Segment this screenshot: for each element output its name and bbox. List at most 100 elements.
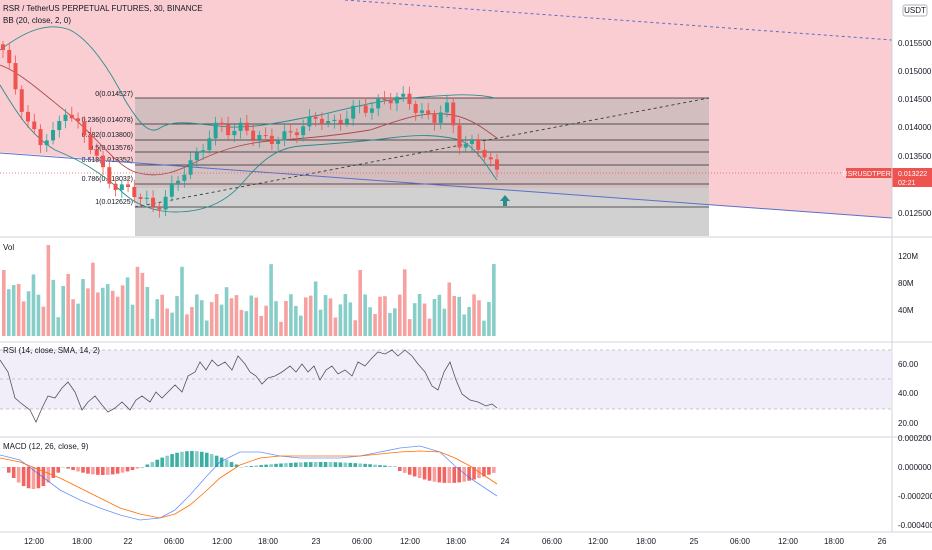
macd-hist-bar — [150, 462, 155, 467]
candle-body[interactable] — [213, 122, 218, 139]
candle-body[interactable] — [319, 118, 324, 124]
candle-body[interactable] — [182, 174, 187, 181]
candle-body[interactable] — [7, 49, 12, 64]
candle-body[interactable] — [101, 155, 106, 168]
candle-body[interactable] — [332, 119, 337, 122]
candle-body[interactable] — [188, 160, 193, 175]
rsi-pane[interactable]: RSI (14, close, SMA, 14, 2) 60.00 40.00 … — [0, 346, 919, 428]
candle-body[interactable] — [338, 119, 343, 124]
candle-body[interactable] — [288, 131, 293, 133]
candle-body[interactable] — [126, 184, 131, 187]
candle-body[interactable] — [326, 121, 331, 124]
candle-body[interactable] — [69, 114, 74, 119]
candle-body[interactable] — [169, 183, 174, 197]
candle-body[interactable] — [307, 116, 312, 127]
candle-body[interactable] — [76, 118, 81, 122]
candle-body[interactable] — [457, 125, 462, 148]
candle-body[interactable] — [313, 116, 318, 119]
candle-body[interactable] — [263, 135, 268, 137]
candle-body[interactable] — [444, 102, 449, 113]
candle-body[interactable] — [94, 149, 99, 156]
candle-body[interactable] — [63, 114, 68, 121]
volume-pane[interactable]: Vol 120M 80M 40M — [2, 243, 918, 336]
candle-body[interactable] — [469, 140, 474, 145]
candle-body[interactable] — [119, 184, 124, 190]
candle-body[interactable] — [57, 120, 62, 130]
currency-badge[interactable] — [902, 4, 928, 17]
candle-body[interactable] — [251, 130, 256, 140]
candle-body[interactable] — [426, 110, 431, 115]
candle-body[interactable] — [357, 105, 362, 107]
candles[interactable] — [1, 40, 499, 218]
volume-bar — [437, 294, 442, 336]
candle-body[interactable] — [363, 105, 368, 113]
candle-body[interactable] — [276, 140, 281, 144]
candle-body[interactable] — [495, 159, 499, 170]
candle-body[interactable] — [32, 121, 37, 130]
candle-body[interactable] — [201, 150, 206, 153]
time-axis[interactable]: 12:00 18:00 22 06:00 12:00 18:00 23 06:00 12:00 1… — [24, 537, 887, 546]
candle-body[interactable] — [113, 183, 118, 190]
candle-body[interactable] — [269, 135, 274, 144]
candle-body[interactable] — [82, 121, 87, 136]
candle-body[interactable] — [413, 103, 418, 113]
macd-pane[interactable]: MACD (12, 26, close, 9) 0.000200 0.00000… — [0, 434, 932, 530]
candle-body[interactable] — [476, 140, 481, 150]
candle-body[interactable] — [151, 197, 156, 207]
candle-body[interactable] — [176, 180, 181, 184]
candle-body[interactable] — [419, 110, 424, 113]
candle-body[interactable] — [194, 152, 199, 161]
upper-dashed-trendline[interactable] — [344, 0, 893, 41]
candle-body[interactable] — [301, 126, 306, 136]
candle-body[interactable] — [488, 157, 493, 160]
candle-body[interactable] — [88, 135, 93, 150]
candle-body[interactable] — [163, 196, 168, 210]
candle-body[interactable] — [244, 122, 249, 131]
candle-body[interactable] — [13, 63, 18, 90]
fib-label-382: 0.382(0.013800) — [82, 132, 133, 139]
candle-body[interactable] — [232, 130, 237, 136]
candle-body[interactable] — [282, 131, 287, 141]
candle-body[interactable] — [226, 124, 231, 136]
candle-body[interactable] — [51, 129, 56, 141]
candle-body[interactable] — [19, 89, 24, 112]
macd-hist-bar — [289, 462, 293, 467]
candle-body[interactable] — [432, 114, 437, 123]
candle-body[interactable] — [344, 118, 349, 124]
candle-body[interactable] — [401, 93, 406, 97]
price-axis[interactable]: USDT 0.015500 0.015000 0.014500 0.014000… — [843, 0, 932, 237]
macd-hist-bar — [219, 457, 224, 467]
candle-body[interactable] — [294, 132, 299, 136]
candle-body[interactable] — [219, 122, 224, 125]
blue-trendline[interactable] — [0, 152, 893, 219]
candle-body[interactable] — [482, 149, 487, 158]
volume-bar — [120, 285, 125, 336]
candle-body[interactable] — [26, 111, 31, 122]
candle-body[interactable] — [107, 167, 112, 184]
candle-body[interactable] — [207, 138, 212, 151]
macd-hist-bar — [195, 451, 199, 467]
candle-body[interactable] — [144, 197, 149, 199]
candle-body[interactable] — [407, 93, 412, 104]
candle-body[interactable] — [138, 197, 143, 199]
rising-dashed-trendline[interactable] — [134, 97, 710, 208]
candle-body[interactable] — [44, 140, 49, 146]
candle-body[interactable] — [451, 102, 456, 126]
up-arrow-icon[interactable] — [500, 195, 510, 206]
candle-body[interactable] — [238, 122, 243, 131]
candle-body[interactable] — [369, 108, 374, 113]
candle-body[interactable] — [1, 44, 5, 50]
candle-body[interactable] — [351, 105, 356, 119]
candle-body[interactable] — [438, 112, 443, 123]
price-pane[interactable]: 0(0.014527) 0.236(0.014078) 0.382(0.0138… — [0, 0, 893, 236]
candle-body[interactable] — [38, 129, 43, 146]
candle-body[interactable] — [132, 186, 137, 198]
candle-body[interactable] — [257, 135, 262, 140]
candle-body[interactable] — [388, 99, 393, 104]
candle-body[interactable] — [463, 144, 468, 148]
candle-body[interactable] — [382, 98, 387, 100]
candle-body[interactable] — [376, 98, 381, 109]
candle-body[interactable] — [394, 96, 399, 104]
candle-body[interactable] — [157, 206, 162, 210]
